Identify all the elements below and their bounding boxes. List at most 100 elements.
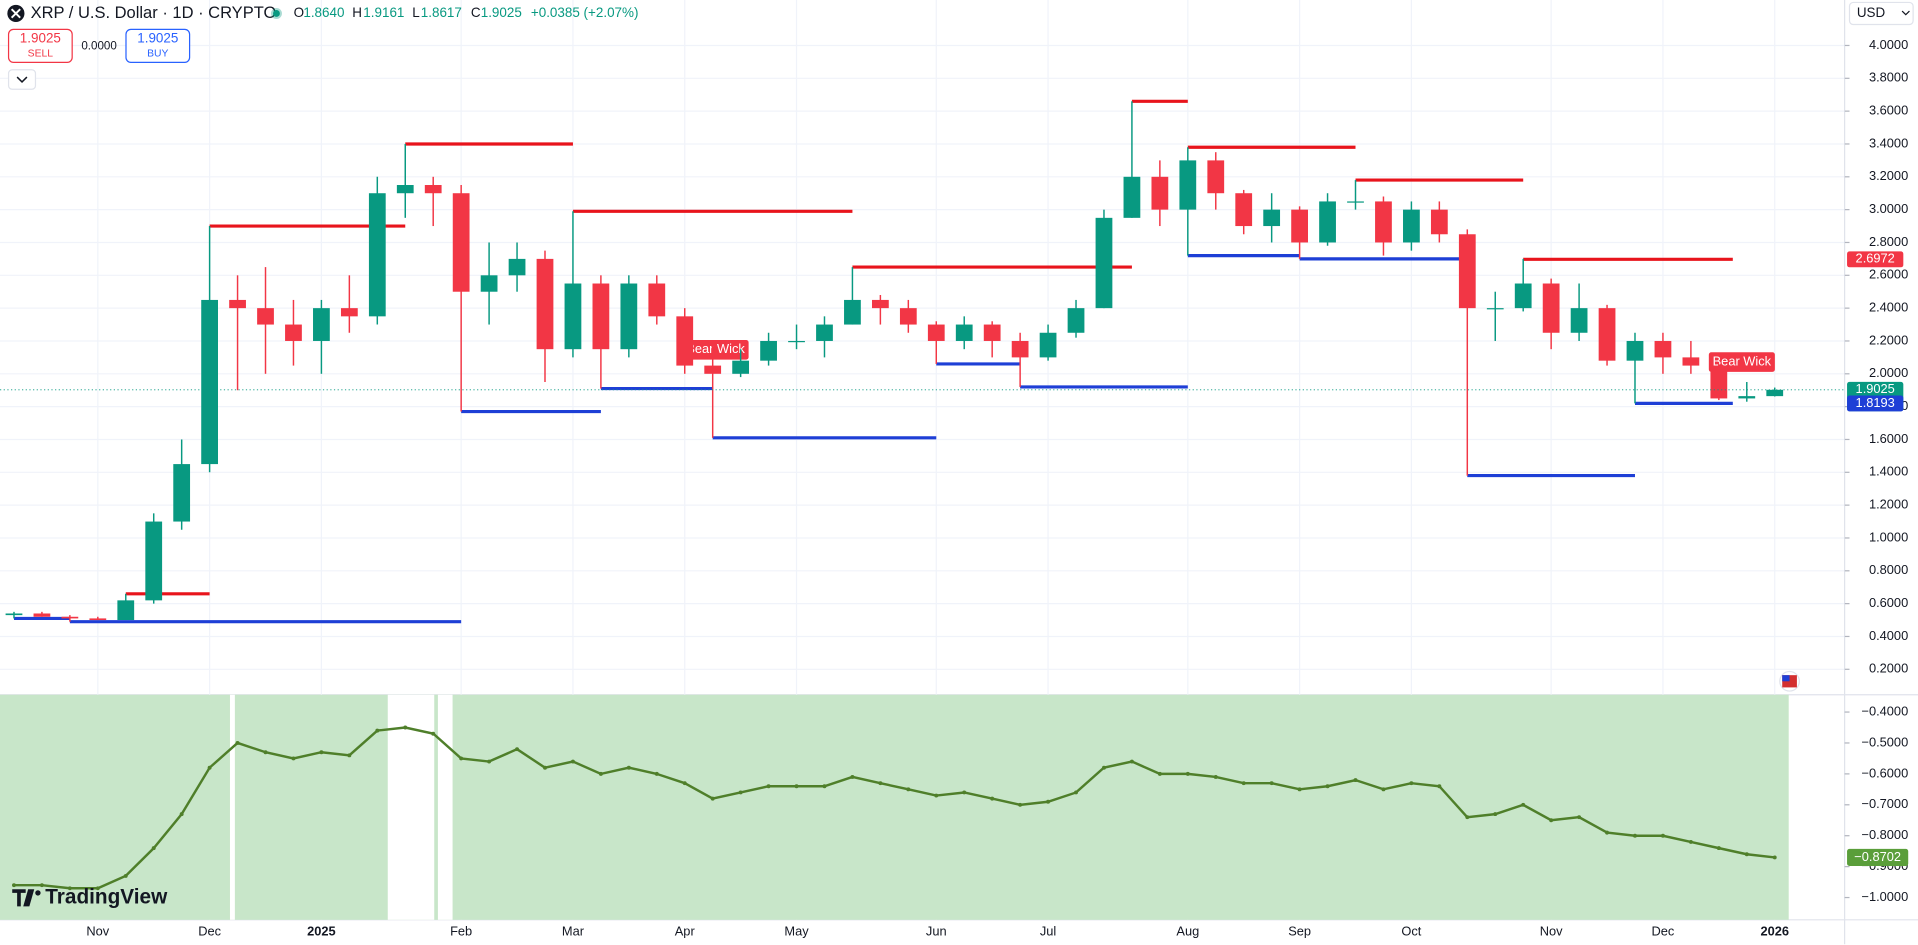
indicator-point: [67, 886, 72, 891]
x-tick-label: Aug: [1176, 923, 1199, 938]
buy-button[interactable]: [125, 28, 191, 63]
ohlc-label: H: [352, 5, 362, 20]
sell-button[interactable]: [7, 28, 73, 63]
indicator-point: [1577, 815, 1582, 820]
flag-canton: [1782, 675, 1790, 682]
indicator-value-tag: [1847, 848, 1909, 866]
candle-body: [1319, 201, 1336, 243]
indicator-gap: [437, 694, 453, 920]
indicator-point: [123, 873, 128, 878]
indicator-point: [794, 784, 799, 789]
annotation: Bear Wick: [686, 341, 745, 356]
indicator-tick-label: −0.8000: [1861, 827, 1908, 842]
indicator-point: [990, 796, 995, 801]
candle-body: [396, 185, 414, 194]
y-tick-label: 3.8000: [1869, 70, 1908, 85]
candle-body: [201, 299, 218, 465]
axes: Nov Dec 2025 Feb Mar Apr May Jun Jul Aug Sep Oct Nov…: [86, 37, 1909, 938]
y-tick-label: 2.0000: [1869, 365, 1908, 380]
indicator-point: [235, 741, 240, 745]
indicator-point: [459, 756, 464, 761]
indicator-point: [1157, 771, 1162, 776]
x-tick-label: May: [784, 923, 809, 938]
candle-body: [368, 193, 386, 317]
candle-body: [89, 618, 107, 621]
ohlc-value: 1.9025: [481, 5, 522, 20]
ohlc-label: O: [294, 5, 304, 20]
candle-body: [257, 308, 274, 325]
y-tick-label: 2.4000: [1869, 300, 1908, 315]
indicator-point: [207, 765, 212, 770]
indicator-point: [1660, 833, 1665, 838]
candle-body: [760, 340, 777, 361]
buy-label: BUY: [147, 49, 168, 60]
indicator-point: [1493, 812, 1498, 817]
indicator-point: [39, 883, 44, 888]
candle-body: [788, 340, 805, 343]
candle-body: [899, 308, 917, 325]
candle-body: [452, 193, 470, 292]
price-tag-label: 1.8193: [1856, 395, 1895, 410]
symbol-title[interactable]: XRP / U.S. Dollar · 1D · CRYPTO: [31, 4, 277, 22]
candles: [0, 101, 1845, 622]
indicator-tick-label: −0.7000: [1861, 796, 1908, 811]
candle-body: [648, 283, 666, 317]
candle-body: [1570, 308, 1588, 333]
candle-body: [1514, 283, 1532, 309]
logo-mark: [12, 889, 35, 907]
indicator-point: [1129, 759, 1134, 764]
candle-body: [1403, 209, 1420, 243]
main-pane: [0, 0, 1845, 695]
candle-body: [5, 613, 23, 616]
collapse-button[interactable]: [7, 69, 37, 90]
indicator-point: [179, 812, 184, 817]
y-tick-label: 3.4000: [1869, 135, 1908, 150]
indicator-point: [1437, 784, 1442, 789]
indicator-point: [1549, 818, 1554, 823]
price-tag: [1847, 251, 1904, 268]
indicator-point: [375, 728, 380, 733]
indicator-gap: [229, 694, 235, 920]
y-tick-label: 0.2000: [1869, 661, 1908, 676]
candle-body: [1235, 193, 1253, 227]
indicator-point: [1688, 839, 1693, 844]
indicator-point: [95, 886, 100, 891]
indicator-point: [766, 784, 771, 789]
x-tick-label: Oct: [1401, 923, 1421, 938]
x-tick-label: Jun: [926, 923, 947, 938]
indicator-point: [1297, 787, 1302, 792]
y-tick-label: 0.8000: [1869, 562, 1908, 577]
flag-icon: [1779, 670, 1800, 692]
y-tick-label: 0.4000: [1869, 628, 1908, 643]
logo: TradingView: [12, 885, 168, 908]
x-tick-label: 2025: [307, 923, 336, 938]
indicator-point: [151, 846, 156, 851]
candle-body: [620, 283, 638, 350]
ohlc-value: 1.8617: [421, 5, 462, 20]
indicator-point: [1213, 775, 1218, 779]
candle-body: [480, 275, 498, 292]
candle-body: [1179, 160, 1197, 210]
candle-body: [816, 324, 833, 341]
candle-body: [1458, 234, 1476, 309]
candle-body: [1766, 389, 1784, 397]
indicator-point: [1241, 781, 1246, 786]
indicator-point: [291, 756, 296, 761]
indicator-point: [1716, 846, 1721, 851]
indicator-point: [543, 765, 547, 770]
currency-select[interactable]: [1848, 1, 1914, 26]
ohlc-label: C: [471, 5, 481, 20]
indicator-point: [654, 771, 659, 776]
price-tag: [1847, 395, 1904, 412]
indicator-tick-label: −0.4000: [1861, 703, 1908, 718]
candle-body: [1011, 340, 1029, 358]
candle-body: [732, 360, 750, 374]
annotation: Bear Wick: [1713, 353, 1772, 368]
candle-body: [955, 324, 973, 341]
indicator-point: [906, 787, 911, 792]
sell-price: 1.9025: [20, 31, 61, 46]
indicator-point: [12, 883, 16, 888]
candle-body: [592, 283, 610, 350]
indicator-point: [626, 765, 631, 770]
